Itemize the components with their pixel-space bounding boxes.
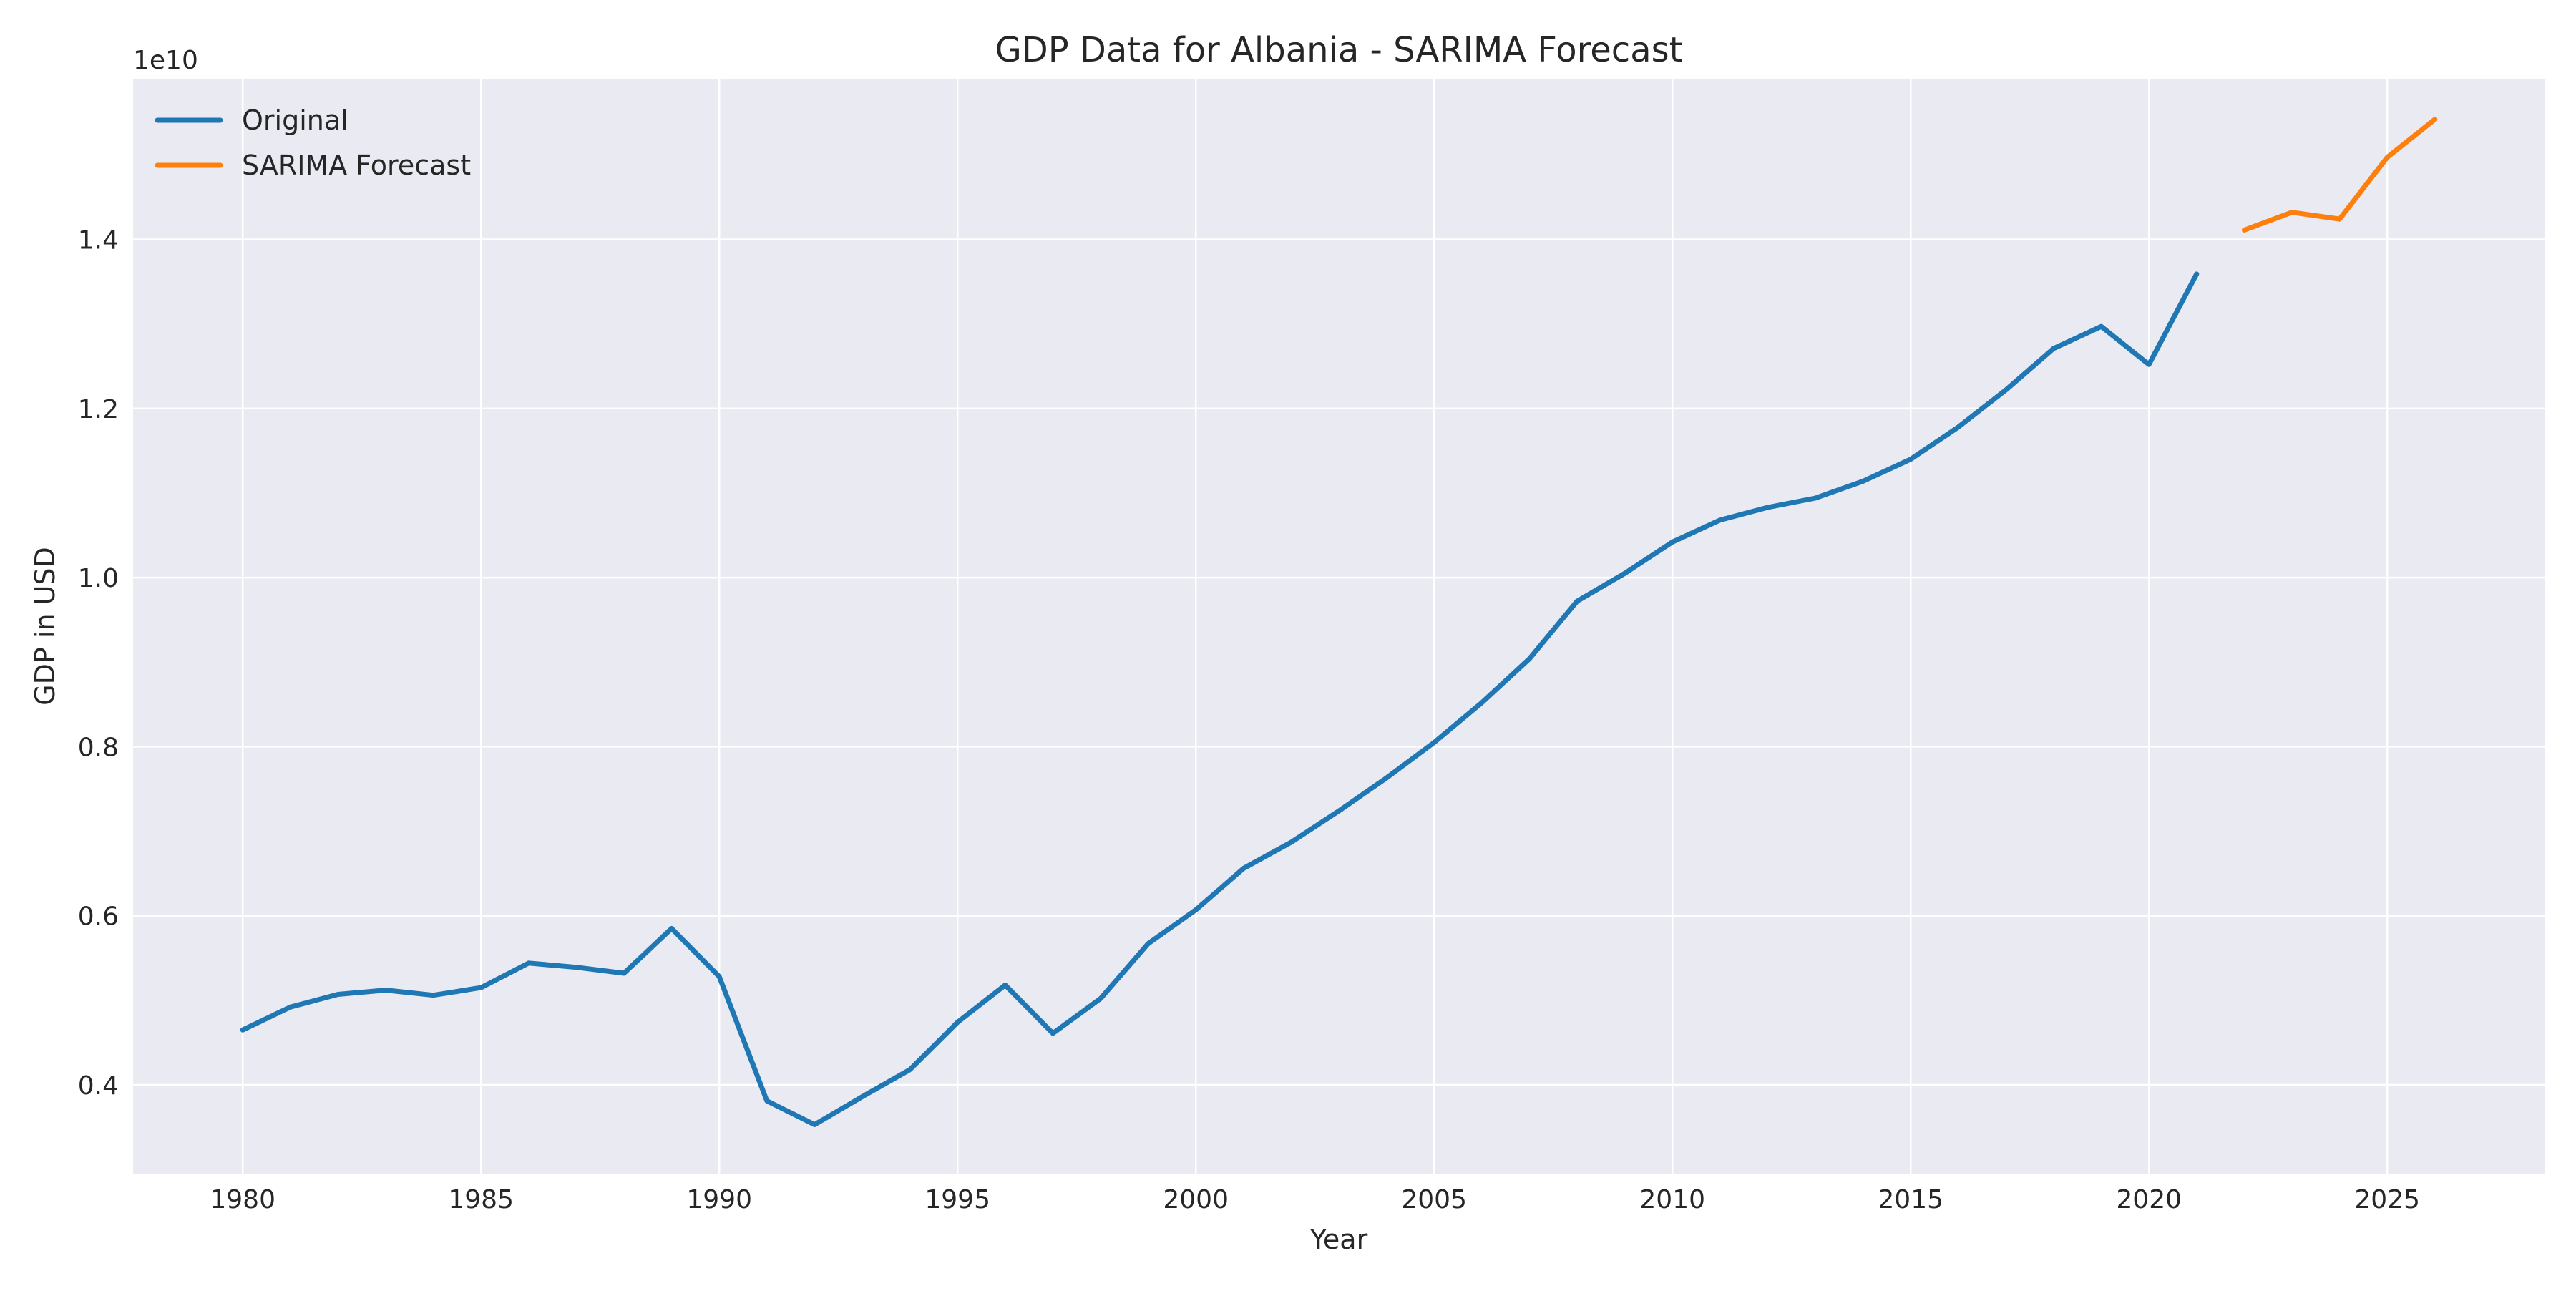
- y-tick-labels: 0.4 0.6 0.8 1.0 1.2 1.4: [78, 225, 119, 1100]
- y-tick-label: 0.4: [78, 1071, 119, 1101]
- x-tick-label: 2000: [1163, 1185, 1229, 1214]
- y-tick-label: 0.6: [78, 902, 119, 932]
- series-line-original: [240, 271, 2200, 1127]
- x-tick-label: 1990: [686, 1185, 752, 1214]
- chart-title: GDP Data for Albania - SARIMA Forecast: [995, 30, 1683, 70]
- x-tick-label: 2025: [2354, 1185, 2420, 1214]
- x-tick-label: 2005: [1401, 1185, 1467, 1214]
- series-lines: [240, 117, 2438, 1127]
- y-axis-label: GDP in USD: [29, 547, 61, 706]
- y-tick-label: 1.4: [78, 225, 119, 255]
- plot-background: [133, 79, 2545, 1174]
- x-tick-label: 2015: [1878, 1185, 1943, 1214]
- x-axis-label: Year: [1309, 1224, 1368, 1255]
- x-tick-label: 1985: [448, 1185, 514, 1214]
- x-tick-label: 2020: [2116, 1185, 2182, 1214]
- y-tick-label: 1.2: [78, 395, 119, 424]
- legend: Original SARIMA Forecast: [155, 104, 471, 181]
- x-tick-label: 1980: [210, 1185, 275, 1214]
- grid-lines: [133, 79, 2545, 1174]
- x-tick-label: 2010: [1639, 1185, 1705, 1214]
- legend-label-sarima-forecast: SARIMA Forecast: [242, 150, 471, 181]
- x-tick-labels: 1980 1985 1990 1995 2000 2005 2010 2015 2020 2025: [210, 1185, 2420, 1214]
- y-axis-offset-label: 1e10: [133, 46, 198, 75]
- y-tick-label: 0.8: [78, 733, 119, 762]
- series-line-sarima-forecast: [2241, 117, 2438, 233]
- legend-label-original: Original: [242, 104, 348, 136]
- x-tick-label: 1995: [924, 1185, 990, 1214]
- y-tick-label: 1.0: [78, 564, 119, 593]
